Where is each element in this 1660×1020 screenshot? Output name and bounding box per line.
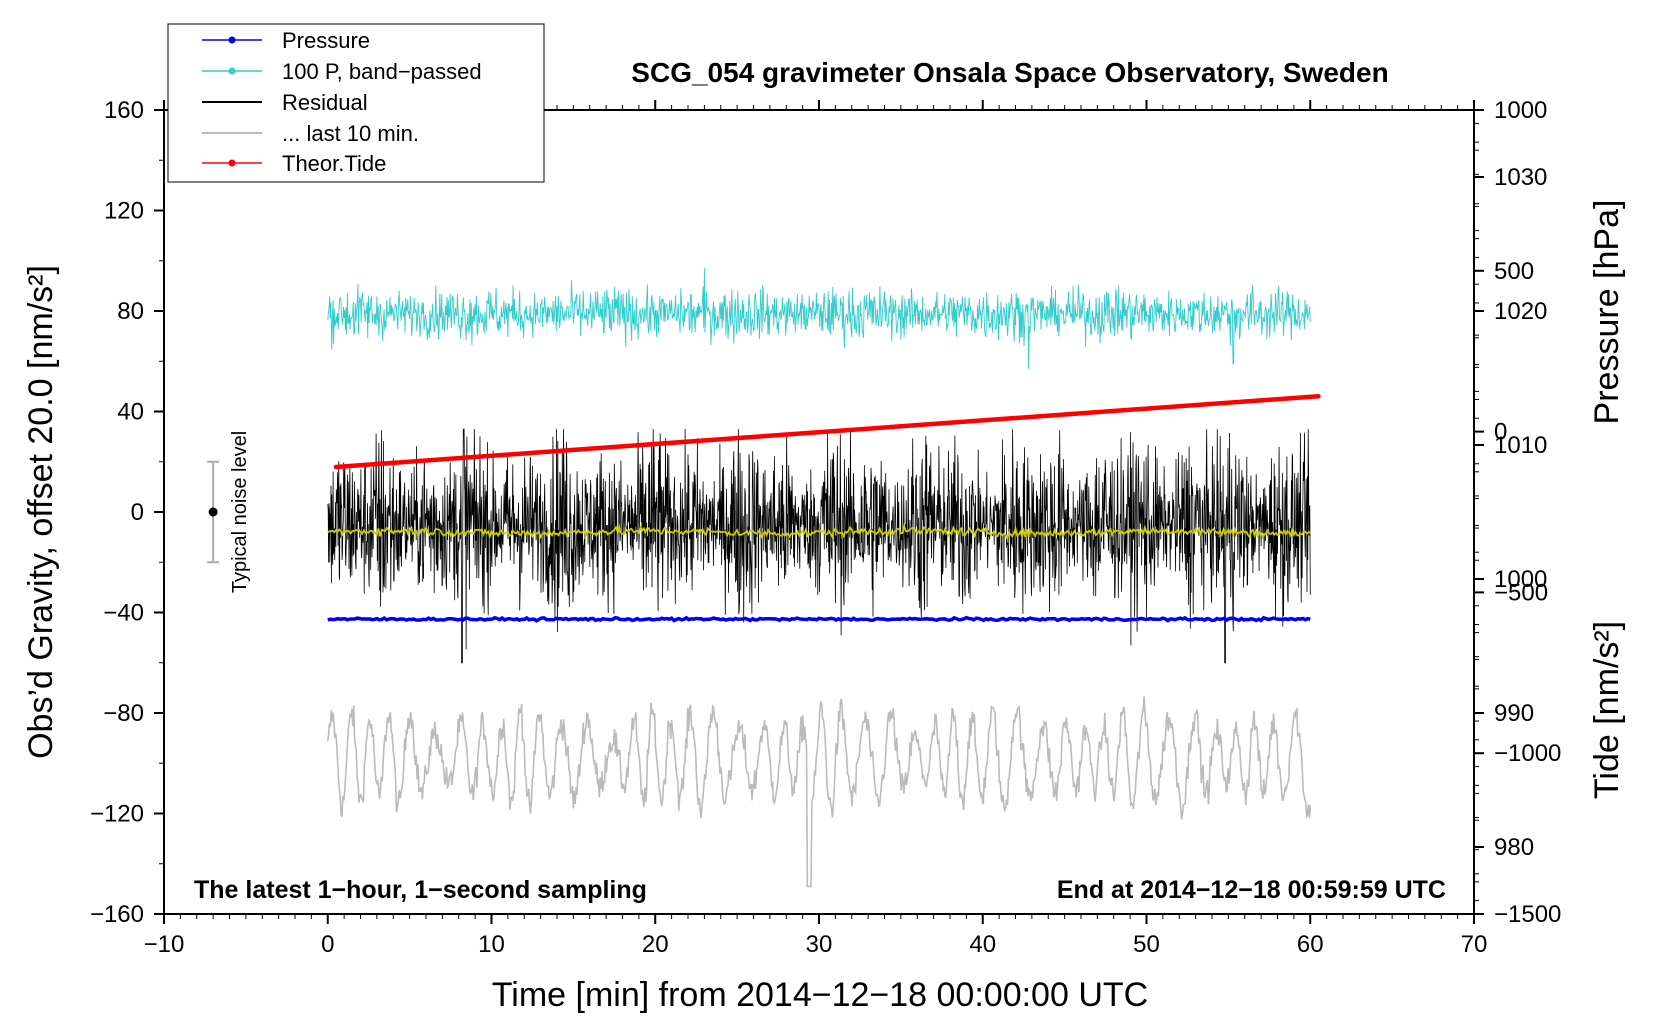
y-left-tick-label: 40	[117, 399, 144, 426]
y-axis-label-left: Obs’d Gravity, offset 20.0 [nm/s²]	[22, 265, 60, 759]
noise-bar-center-dot	[208, 507, 218, 517]
chart-title: SCG_054 gravimeter Onsala Space Observat…	[631, 57, 1388, 88]
annotation-sampling: The latest 1−hour, 1−second sampling	[194, 876, 647, 904]
tide-tick-label: 1000	[1494, 97, 1547, 124]
pressure-tick-label: 980	[1494, 834, 1534, 861]
annotation-end-time: End at 2014−12−18 00:59:59 UTC	[1057, 876, 1446, 904]
pressure-tick-label: 1000	[1494, 566, 1547, 593]
x-tick-label: 50	[1133, 931, 1160, 958]
pressure-tick-label: 1030	[1494, 164, 1547, 191]
tide-tick-label: −500	[1494, 579, 1548, 606]
x-tick-label: 40	[969, 931, 996, 958]
x-tick-label: 20	[642, 931, 669, 958]
x-tick-label: 60	[1297, 931, 1324, 958]
pressure-tick-label: 1020	[1494, 298, 1547, 325]
series-last-10-min-line	[327, 696, 1312, 888]
y-left-tick-label: −80	[103, 700, 144, 727]
y-left-tick-label: 160	[104, 97, 144, 124]
series-layer	[327, 268, 1321, 888]
legend: Pressure 100 P, band−passed Residual ...…	[167, 23, 545, 183]
legend-marker-pressure	[228, 36, 236, 44]
legend-label-last10: ... last 10 min.	[282, 121, 419, 146]
series-residual-line	[327, 428, 1311, 664]
y-left-tick-label: 120	[104, 198, 144, 225]
y-left-tick-label: −120	[90, 801, 144, 828]
pressure-tick-label: 990	[1494, 700, 1534, 727]
legend-marker-bandpassed	[228, 67, 236, 75]
noise-bar	[207, 460, 220, 564]
tide-tick-label: 0	[1494, 419, 1507, 446]
x-tick-label: 30	[806, 931, 833, 958]
y-axis-label-pressure: Pressure [hPa]	[1588, 200, 1626, 425]
series-bandpassed-line	[327, 268, 1311, 369]
pressure-tick-label: 1010	[1494, 432, 1547, 459]
series-theor-tide-line	[333, 393, 1321, 470]
legend-label-pressure: Pressure	[282, 28, 370, 53]
x-axis-label: Time [min] from 2014−12−18 00:00:00 UTC	[492, 976, 1148, 1014]
y-left-tick-label: −160	[90, 901, 144, 928]
legend-label-residual: Residual	[282, 90, 368, 115]
x-tick-label: 0	[321, 931, 334, 958]
legend-marker-tide	[228, 159, 236, 167]
y-left-tick-label: 0	[131, 499, 144, 526]
x-tick-label: 70	[1461, 931, 1488, 958]
tide-tick-label: −1500	[1494, 901, 1561, 928]
plot-frame	[163, 109, 1475, 915]
y-left-tick-label: −40	[103, 600, 144, 627]
legend-label-tide: Theor.Tide	[282, 151, 386, 176]
y-axis-label-tide: Tide [nm/s²]	[1588, 621, 1626, 799]
series-pressure-line	[327, 615, 1311, 623]
x-tick-label: −10	[144, 931, 185, 958]
series-residual-smoothed-line	[327, 522, 1311, 541]
x-tick-label: 10	[478, 931, 505, 958]
tide-tick-label: −1000	[1494, 740, 1561, 767]
legend-label-bandpassed: 100 P, band−passed	[282, 59, 482, 84]
y-left-tick-label: 80	[117, 298, 144, 325]
tide-tick-label: 500	[1494, 258, 1534, 285]
noise-label: Typical noise level	[229, 431, 251, 593]
